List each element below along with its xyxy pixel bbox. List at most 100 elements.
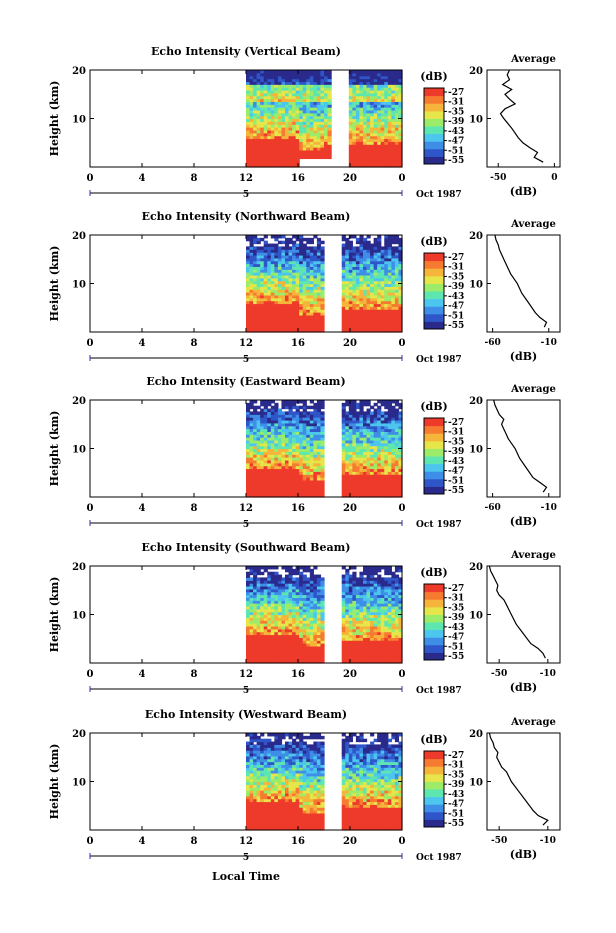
heatmap-cell [289, 566, 293, 569]
colorbar-swatch [424, 464, 444, 472]
x-tick-label: 12 [239, 503, 253, 514]
heatmap-cell [310, 70, 314, 73]
colorbar-tick-label: -31 [448, 98, 464, 108]
heatmap-cell [292, 241, 296, 244]
heatmap-cell [324, 70, 328, 73]
colorbar-swatch [424, 118, 444, 126]
colorbar-swatch [424, 261, 444, 269]
colorbar-swatch [424, 111, 444, 119]
heatmap-cell [253, 235, 257, 238]
heatmap-cell [285, 400, 289, 403]
heatmap-cell [296, 244, 300, 247]
heatmap-cell [253, 566, 257, 569]
heatmap-cell [320, 70, 324, 73]
heatmap-cell [356, 70, 360, 73]
heatmap-cell [310, 246, 314, 249]
colorbar-tick-label: -27 [448, 418, 464, 428]
heatmap-cell [306, 406, 310, 409]
heatmap-cell [296, 577, 300, 580]
heatmap-cell [250, 411, 254, 414]
heatmap-cell [257, 577, 261, 580]
heatmap-cell [267, 409, 271, 412]
profile-line [494, 400, 547, 492]
heatmap-cell [370, 70, 374, 73]
heatmap-cell [257, 566, 261, 569]
heatmap-cell [250, 400, 254, 403]
heatmap-cell [310, 406, 314, 409]
heatmap-cell [246, 246, 250, 249]
colorbar-tick-label: -27 [448, 88, 464, 98]
profile-title: Average [510, 384, 556, 395]
colorbar-swatch [424, 276, 444, 284]
profile-frame [487, 70, 560, 167]
heatmap-cell [299, 411, 303, 414]
heatmap-cell [356, 403, 360, 406]
heatmap-cell [246, 235, 250, 238]
panel-2: Echo Intensity (Eastward Beam)Height (km… [48, 375, 560, 530]
colorbar-tick-label: -55 [448, 156, 464, 166]
heatmap-cell [303, 575, 307, 578]
colorbar-tick-label: -39 [448, 447, 464, 457]
colorbar-swatch [424, 291, 444, 299]
heatmap-cell [320, 246, 324, 249]
colorbar-unit: (dB) [420, 70, 447, 83]
heatmap-cell [349, 70, 353, 73]
date-marker: 5 [243, 190, 249, 200]
heatmap-cell [253, 70, 257, 73]
colorbar-tick-label: -47 [448, 467, 464, 477]
heatmap-cell [317, 400, 321, 403]
heatmap-cell [299, 235, 303, 238]
colorbar-swatch [424, 314, 444, 322]
heatmap-cell [310, 400, 314, 403]
heatmap-cell [271, 244, 275, 247]
colorbar-swatch [424, 479, 444, 487]
heatmap-cell [285, 566, 289, 569]
heatmap-cell [342, 235, 346, 238]
x-tick-label: 4 [139, 338, 146, 349]
colorbar-swatch [424, 448, 444, 456]
profile-y-tick-label: 20 [469, 231, 483, 242]
heatmap-cell [320, 400, 324, 403]
heatmap-cell [271, 400, 275, 403]
colorbar-tick-label: -31 [448, 263, 464, 273]
colorbar-tick-label: -27 [448, 253, 464, 263]
heatmap-cell [292, 70, 296, 73]
y-tick-label: 10 [72, 445, 86, 456]
heatmap-cell [250, 577, 254, 580]
heatmap-cell [352, 566, 356, 569]
heatmap-cell [303, 244, 307, 247]
heatmap-cell [310, 569, 314, 572]
y-axis-label: Height (km) [48, 577, 61, 653]
heatmap-cell [257, 238, 261, 241]
heatmap-cell [292, 411, 296, 414]
heatmap-cell [359, 572, 363, 575]
heatmap-cell [388, 70, 392, 73]
heatmap-cell [278, 235, 282, 238]
heatmap-cell [274, 566, 278, 569]
heatmap-cell [352, 70, 356, 73]
heatmap-cell [299, 406, 303, 409]
y-axis-label: Height (km) [48, 246, 61, 322]
x-tick-label: 12 [239, 173, 253, 184]
panel-title: Echo Intensity (Eastward Beam) [146, 375, 345, 388]
heatmap-cell [271, 566, 275, 569]
heatmap-cell [303, 238, 307, 241]
heatmap-cell [352, 246, 356, 249]
heatmap-cell [306, 246, 310, 249]
x-tick-label: 8 [191, 338, 198, 349]
colorbar-tick-label: -39 [448, 282, 464, 292]
x-tick-label: 0 [399, 503, 406, 514]
profile-x-tick-label: 0 [551, 173, 557, 183]
heatmap-cell [363, 400, 367, 403]
heatmap-cell [246, 403, 250, 406]
heatmap-cell [359, 400, 363, 403]
heatmap-cell [367, 241, 371, 244]
colorbar-swatch [424, 456, 444, 464]
heatmap-cell [281, 400, 285, 403]
heatmap-cell [246, 70, 250, 73]
x-tick-label: 4 [139, 503, 146, 514]
y-tick-label: 10 [72, 115, 86, 126]
colorbar-swatch [424, 149, 444, 157]
profile-x-label: (dB) [510, 515, 537, 528]
